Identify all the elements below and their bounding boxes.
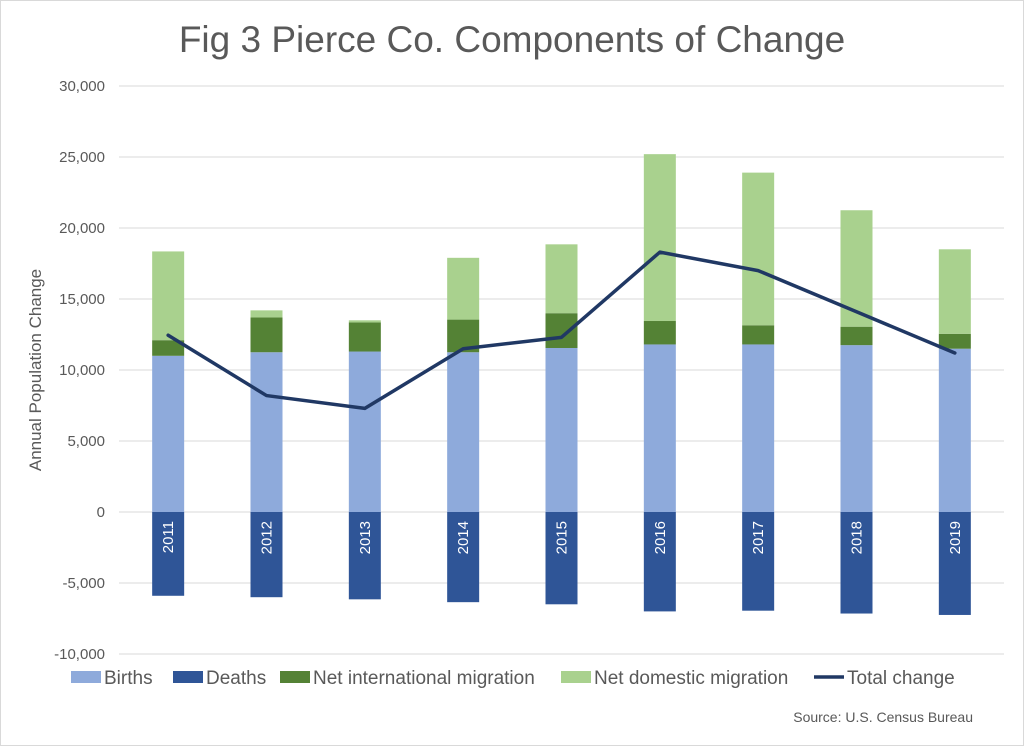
bar-births-2018 — [840, 345, 873, 512]
x-category-label: 2018 — [849, 521, 866, 554]
bar-net-international-migration-2012 — [250, 317, 283, 353]
bar-births-2011 — [152, 355, 185, 512]
bar-net-domestic-migration-2011 — [152, 251, 185, 341]
bar-net-domestic-migration-2012 — [250, 310, 283, 318]
legend-label: Deaths — [206, 668, 266, 689]
legend-swatch — [71, 671, 101, 683]
x-category-label: 2019 — [947, 521, 964, 554]
bar-deaths-2019 — [938, 512, 971, 615]
y-tick-label: -5,000 — [62, 575, 105, 592]
x-category-label: 2017 — [750, 521, 767, 554]
bar-net-international-migration-2013 — [348, 322, 381, 352]
legend-item-net-domestic-migration: Net domestic migration — [561, 668, 788, 689]
legend-item-births: Births — [71, 668, 153, 689]
legend-label: Total change — [847, 668, 955, 689]
legend-label: Births — [104, 668, 153, 689]
x-category-label: 2012 — [259, 521, 276, 554]
bar-deaths-2014 — [447, 512, 480, 603]
bar-deaths-2013 — [348, 512, 381, 600]
y-tick-label: -10,000 — [54, 646, 105, 663]
bar-net-domestic-migration-2017 — [742, 172, 775, 326]
bar-net-international-migration-2016 — [643, 321, 676, 345]
x-category-label: 2011 — [160, 521, 177, 553]
y-axis-tick-labels: 30,000 25,000 20,000 15,000 10,000 5,000 0 -5,0… — [54, 78, 105, 663]
bar-net-domestic-migration-2016 — [643, 154, 676, 322]
legend-label: Net domestic migration — [594, 668, 788, 689]
bar-net-international-migration-2017 — [742, 325, 775, 345]
y-tick-label: 30,000 — [59, 78, 105, 95]
legend-label: Net international migration — [313, 668, 535, 689]
bar-deaths-2012 — [250, 512, 283, 598]
bar-births-2015 — [545, 347, 578, 512]
bar-net-domestic-migration-2013 — [348, 320, 381, 323]
chart-title: Fig 3 Pierce Co. Components of Change — [179, 19, 845, 60]
bar-births-2013 — [348, 351, 381, 512]
legend-swatch — [561, 671, 591, 683]
x-category-label: 2016 — [652, 521, 669, 554]
y-tick-label: 25,000 — [59, 149, 105, 166]
legend-item-deaths: Deaths — [173, 668, 266, 689]
y-axis-label: Annual Population Change — [26, 269, 45, 471]
bar-net-international-migration-2018 — [840, 326, 873, 346]
bar-net-international-migration-2015 — [545, 313, 578, 348]
bar-deaths-2016 — [643, 512, 676, 612]
bar-net-international-migration-2011 — [152, 340, 185, 356]
y-tick-label: 15,000 — [59, 291, 105, 308]
bar-net-domestic-migration-2014 — [447, 257, 480, 320]
bar-births-2017 — [742, 344, 775, 512]
bar-deaths-2017 — [742, 512, 775, 611]
bar-births-2014 — [447, 352, 480, 512]
bar-net-domestic-migration-2015 — [545, 244, 578, 314]
y-tick-label: 20,000 — [59, 220, 105, 237]
bar-births-2019 — [938, 348, 971, 512]
y-tick-label: 0 — [97, 504, 105, 521]
x-category-label: 2015 — [554, 521, 571, 554]
x-category-label: 2014 — [455, 521, 472, 554]
legend-swatch — [280, 671, 310, 683]
y-tick-label: 5,000 — [67, 433, 105, 450]
bar-net-domestic-migration-2018 — [840, 210, 873, 327]
bar-births-2016 — [643, 344, 676, 512]
y-tick-label: 10,000 — [59, 362, 105, 379]
bars — [152, 154, 971, 615]
x-axis-category-labels: 2011 2012 2013 2014 2015 2016 2017 2018 2019 — [160, 521, 964, 554]
legend: Births Deaths Net international migration N… — [71, 668, 955, 689]
bar-deaths-2015 — [545, 512, 578, 605]
source-note: Source: U.S. Census Bureau — [793, 709, 973, 725]
bar-deaths-2011 — [152, 512, 185, 596]
line-total-change — [166, 250, 957, 411]
x-category-label: 2013 — [357, 521, 374, 554]
bar-deaths-2018 — [840, 512, 873, 614]
bar-births-2012 — [250, 352, 283, 512]
bar-net-domestic-migration-2019 — [938, 249, 971, 334]
total-change-line — [166, 250, 957, 411]
legend-swatch — [173, 671, 203, 683]
bar-net-international-migration-2019 — [938, 333, 971, 349]
legend-item-total-change: Total change — [814, 668, 955, 689]
legend-item-net-international-migration: Net international migration — [280, 668, 535, 689]
